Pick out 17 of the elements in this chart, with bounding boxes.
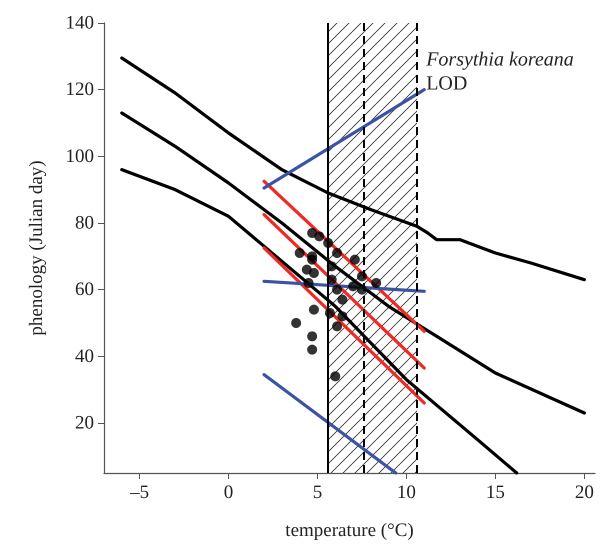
x-tick-label: –5: [129, 482, 150, 503]
x-tick-label: 10: [396, 482, 416, 503]
y-tick-label: 120: [66, 79, 94, 100]
y-tick-label: 40: [75, 346, 94, 367]
y-tick-label: 80: [75, 212, 94, 234]
y-tick-label: 20: [75, 412, 94, 434]
y-tick-label: 100: [66, 146, 94, 167]
annotation: LOD: [426, 72, 468, 95]
x-tick-label: 5: [312, 482, 322, 503]
y-tick-label: 60: [75, 279, 94, 300]
y-axis-title: phenology (Julian day): [26, 160, 47, 336]
y-tick-label: 140: [66, 12, 94, 34]
x-axis-title: temperature (°C): [285, 520, 414, 541]
x-tick-label: 0: [224, 482, 234, 503]
x-tick-label: 15: [486, 482, 505, 503]
x-tick-label: 20: [574, 482, 594, 503]
annotation: Forsythia koreana: [425, 48, 574, 71]
